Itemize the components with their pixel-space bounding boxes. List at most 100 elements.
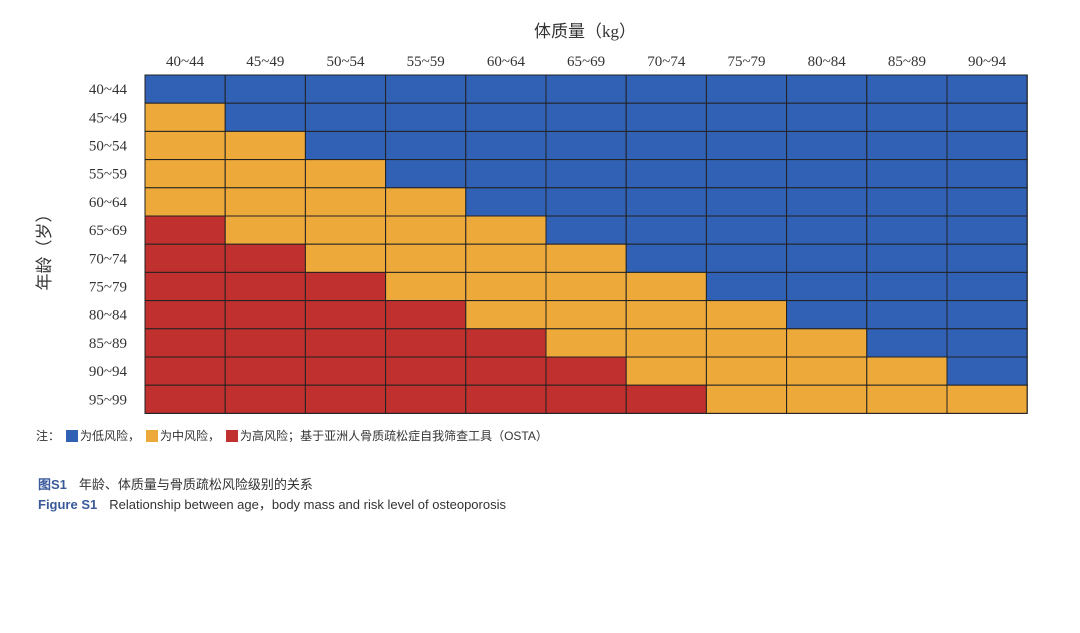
heatmap-cell	[625, 271, 707, 302]
heatmap-cells	[144, 74, 1028, 414]
heatmap-cell	[385, 130, 467, 161]
y-tick-labels: 40~44 45~49 50~54 55~59 60~64 65~69 70~74 75~79…	[89, 82, 128, 408]
y-tick-label: 50~54	[89, 139, 128, 155]
heatmap-cell	[786, 130, 868, 161]
x-tick-label: 50~54	[326, 54, 365, 70]
heatmap-cell	[385, 328, 467, 358]
heatmap-cell	[304, 74, 387, 104]
heatmap-cell	[465, 384, 547, 414]
heatmap-cell	[144, 356, 226, 386]
heatmap-cell	[304, 384, 387, 414]
heatmap-cell	[705, 356, 788, 386]
heatmap-cell	[625, 102, 707, 132]
x-tick-label: 65~69	[567, 54, 605, 70]
heatmap-cell	[224, 243, 306, 273]
x-tick-label: 70~74	[647, 54, 686, 70]
heatmap-cell	[304, 356, 387, 386]
heatmap-cell	[224, 356, 306, 386]
heatmap-cell	[385, 74, 467, 104]
heatmap-cell	[465, 300, 547, 330]
heatmap-cell	[545, 130, 627, 161]
heatmap-cell	[304, 300, 387, 330]
heatmap-cell	[144, 328, 226, 358]
heatmap-cell	[545, 384, 627, 414]
heatmap-cell	[786, 300, 868, 330]
medium-risk-swatch	[146, 429, 159, 442]
heatmap-cell	[465, 271, 547, 302]
heatmap-cell	[465, 187, 547, 217]
caption-english-text: Relationship between age，body mass and r…	[109, 497, 506, 512]
heatmap-cell	[545, 243, 627, 273]
heatmap-cell	[224, 130, 306, 161]
x-tick-label: 90~94	[968, 54, 1007, 70]
high-risk-label: 为高风险；	[240, 429, 301, 443]
heatmap-cell	[385, 356, 467, 386]
y-tick-label: 55~59	[89, 167, 127, 183]
note-suffix: 基于亚洲人骨质疏松症自我筛查工具（OSTA）	[300, 429, 548, 443]
heatmap-cell	[144, 271, 226, 302]
heatmap-cell	[144, 130, 226, 161]
heatmap-cell	[224, 271, 306, 302]
heatmap-cell	[786, 384, 868, 414]
heatmap-cell	[385, 271, 467, 302]
high-risk-swatch	[226, 429, 239, 442]
legend-note: 注： 为低风险， 为中风险， 为高风险； 基于亚洲人骨质疏松症自我筛查工具（OS…	[36, 427, 548, 444]
heatmap-cell	[465, 243, 547, 273]
heatmap-cell	[144, 74, 226, 104]
heatmap-cell	[786, 356, 868, 386]
heatmap-cell	[705, 328, 788, 358]
heatmap-cell	[545, 356, 627, 386]
caption-chinese-label: 图S1	[38, 477, 67, 492]
heatmap-cell	[304, 130, 387, 161]
heatmap-cell	[545, 215, 627, 245]
caption-chinese: 图S1 年龄、体质量与骨质疏松风险级别的关系	[38, 474, 313, 493]
heatmap-cell	[465, 356, 547, 386]
heatmap-cell	[625, 187, 707, 217]
x-tick-label: 55~59	[407, 54, 445, 70]
y-tick-label: 40~44	[89, 82, 128, 98]
heatmap-cell	[385, 102, 467, 132]
heatmap-cell	[946, 130, 1028, 161]
heatmap-cell	[625, 243, 707, 273]
y-tick-label: 45~49	[89, 110, 127, 126]
heatmap-cell	[385, 384, 467, 414]
heatmap-cell	[625, 130, 707, 161]
heatmap-cell	[144, 243, 226, 273]
heatmap-cell	[786, 187, 868, 217]
x-tick-label: 45~49	[246, 54, 284, 70]
heatmap-cell	[545, 159, 627, 189]
x-tick-labels: 40~44 45~49 50~54 55~59 60~64 65~69 70~74 75~79…	[166, 54, 1007, 70]
heatmap-cell	[144, 187, 226, 217]
heatmap-cell	[946, 159, 1028, 189]
heatmap-cell	[304, 243, 387, 273]
heatmap-cell	[866, 243, 948, 273]
heatmap-cell	[385, 187, 467, 217]
heatmap-cell	[224, 187, 306, 217]
heatmap-cell	[224, 215, 306, 245]
heatmap-cell	[866, 328, 948, 358]
y-tick-label: 95~99	[89, 392, 127, 408]
heatmap-cell	[866, 187, 948, 217]
low-risk-label: 为低风险，	[80, 429, 141, 443]
heatmap-cell	[705, 74, 788, 104]
heatmap-cell	[866, 130, 948, 161]
heatmap-cell	[705, 271, 788, 302]
heatmap-cell	[705, 187, 788, 217]
heatmap-cell	[465, 159, 547, 189]
caption-chinese-text: 年龄、体质量与骨质疏松风险级别的关系	[78, 477, 313, 492]
heatmap-cell	[545, 328, 627, 358]
x-axis-title: 体质量（kg）	[534, 22, 636, 41]
heatmap-cell	[866, 74, 948, 104]
heatmap-cell	[385, 243, 467, 273]
heatmap-cell	[625, 74, 707, 104]
heatmap-cell	[625, 300, 707, 330]
caption-english-label: Figure S1	[38, 497, 98, 512]
heatmap-cell	[545, 187, 627, 217]
heatmap-cell	[866, 215, 948, 245]
heatmap-cell	[545, 74, 627, 104]
heatmap-cell	[465, 215, 547, 245]
x-tick-label: 40~44	[166, 54, 205, 70]
heatmap-cell	[946, 271, 1028, 302]
heatmap-cell	[786, 271, 868, 302]
heatmap-cell	[224, 74, 306, 104]
